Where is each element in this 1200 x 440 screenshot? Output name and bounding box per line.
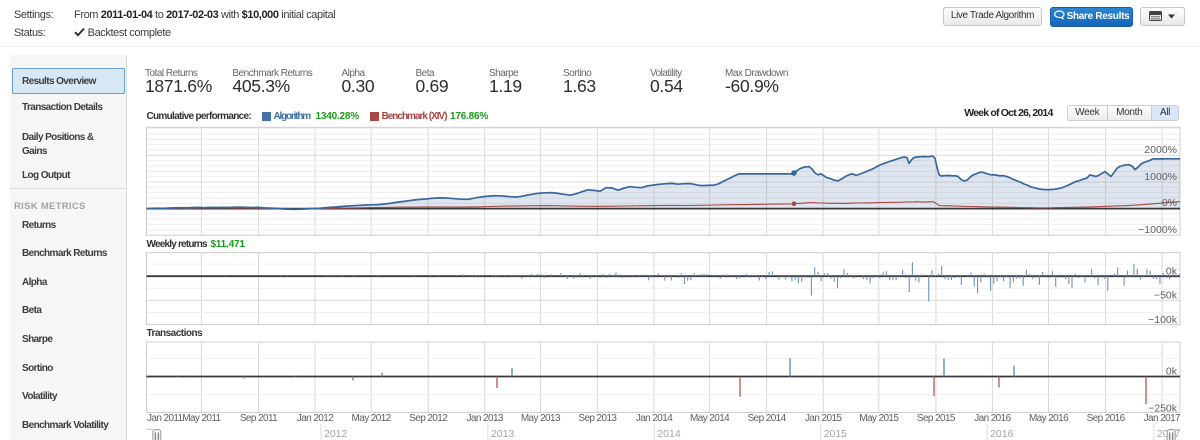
svg-text:May 2014: May 2014	[690, 413, 730, 424]
svg-text:2014: 2014	[657, 428, 681, 440]
svg-text:Sep 2016: Sep 2016	[1087, 413, 1126, 424]
svg-text:Sep 2013: Sep 2013	[578, 413, 617, 424]
svg-text:−50k: −50k	[1154, 290, 1178, 302]
svg-text:2016: 2016	[990, 428, 1014, 440]
svg-text:0k: 0k	[1166, 366, 1178, 378]
svg-text:Jan 2011: Jan 2011	[147, 413, 184, 424]
svg-text:2015: 2015	[824, 428, 848, 440]
svg-text:2000%: 2000%	[1144, 144, 1177, 156]
svg-text:0%: 0%	[1162, 197, 1177, 209]
svg-text:Jan 2012: Jan 2012	[297, 413, 334, 424]
svg-text:−100k: −100k	[1148, 314, 1178, 326]
svg-text:Jan 2014: Jan 2014	[636, 413, 673, 424]
svg-text:2012: 2012	[324, 428, 348, 440]
svg-text:May 2013: May 2013	[521, 413, 561, 424]
svg-text:Jan 2016: Jan 2016	[974, 413, 1011, 424]
svg-text:Sep 2015: Sep 2015	[917, 413, 956, 424]
svg-text:May 2015: May 2015	[859, 413, 899, 424]
svg-text:Sep 2012: Sep 2012	[409, 413, 448, 424]
svg-text:Sep 2014: Sep 2014	[748, 413, 787, 424]
svg-text:1000%: 1000%	[1144, 171, 1177, 183]
svg-text:Sep 2011: Sep 2011	[240, 413, 278, 424]
svg-text:2013: 2013	[491, 428, 515, 440]
svg-text:Jan 2015: Jan 2015	[805, 413, 842, 424]
svg-text:May 2016: May 2016	[1029, 413, 1069, 424]
svg-text:Jan 2017: Jan 2017	[1144, 413, 1181, 424]
svg-text:May 2011: May 2011	[182, 413, 221, 424]
svg-text:May 2012: May 2012	[352, 413, 392, 424]
svg-text:−1000%: −1000%	[1138, 224, 1177, 236]
svg-text:Jan 2013: Jan 2013	[467, 413, 504, 424]
svg-text:−250k: −250k	[1148, 403, 1178, 415]
svg-text:0k: 0k	[1166, 265, 1178, 277]
